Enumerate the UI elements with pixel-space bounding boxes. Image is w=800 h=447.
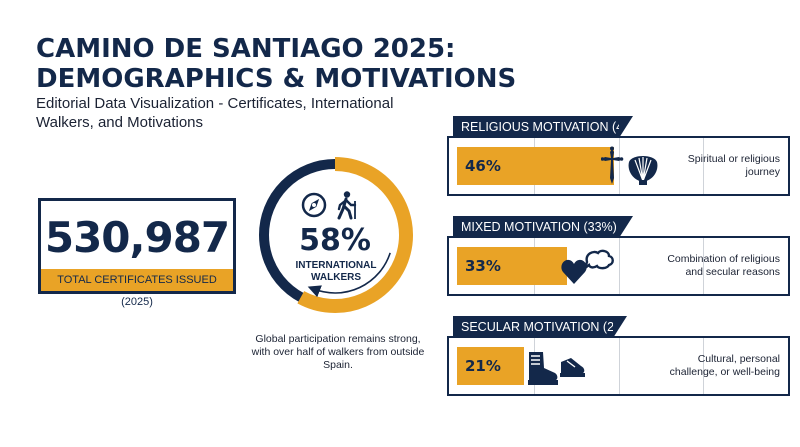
bar-religious	[457, 147, 614, 185]
donut-value-arc	[297, 157, 413, 313]
bar-mixed	[457, 247, 567, 285]
bar-description: Cultural, personal challenge, or well-be…	[669, 353, 780, 378]
gridline	[618, 238, 620, 294]
title-line-1: CAMINO DE SANTIAGO 2025:	[36, 34, 456, 64]
gridline	[618, 338, 620, 394]
bar-value-label: 33%	[465, 257, 501, 275]
donut-chart	[259, 157, 413, 313]
page-title: CAMINO DE SANTIAGO 2025: DEMOGRAPHICS & …	[36, 34, 516, 94]
cross-and-shell-icon	[601, 146, 658, 185]
gridline	[618, 138, 620, 194]
walker-icon	[337, 191, 357, 220]
international-label: INTERNATIONAL WALKERS	[295, 260, 377, 283]
hiking-boots-icon	[528, 352, 585, 385]
bar-category-label: SECULAR MOTIVATION (21%)	[453, 316, 636, 338]
total-certificates-label: TOTAL CERTIFICATES ISSUED (2025)	[41, 269, 233, 308]
panel-secular: SECULAR MOTIVATION (21%) 21% Cultural, p…	[447, 316, 790, 398]
title-line-2: DEMOGRAPHICS & MOTIVATIONS	[36, 64, 517, 94]
total-certificates-value: 530,987	[44, 213, 230, 262]
panel-body: 46% Spiritual or religious journey	[447, 136, 790, 196]
total-certificates-box: 530,987 TOTAL CERTIFICATES ISSUED (2025)	[38, 198, 236, 308]
panel-religious: RELIGIOUS MOTIVATION (46%) 46% Spiritual…	[447, 116, 790, 198]
gridline	[703, 238, 705, 294]
bar-category-label: RELIGIOUS MOTIVATION (46%)	[453, 116, 645, 138]
donut-inner-arrow	[307, 252, 391, 298]
bar-category-label: MIXED MOTIVATION (33%)	[453, 216, 633, 238]
compass-icon	[301, 192, 327, 218]
international-caption: Global participation remains strong, wit…	[251, 333, 425, 371]
international-walkers-donut: 58% INTERNATIONAL WALKERS	[250, 155, 420, 315]
panel-body: 33% Combination of religious and secular…	[447, 236, 790, 296]
gridline	[703, 138, 705, 194]
page-subtitle: Editorial Data Visualization - Certifica…	[36, 95, 394, 131]
bar-description: Combination of religious and secular rea…	[667, 253, 780, 278]
bar-description: Spiritual or religious journey	[687, 153, 780, 178]
panel-body: 21% Cultural, personal challenge, or wel…	[447, 336, 790, 396]
bar-value-label: 21%	[465, 357, 501, 375]
bar-value-label: 46%	[465, 157, 501, 175]
gridline	[703, 338, 705, 394]
heart-and-speech-icon	[561, 249, 614, 284]
international-percent: 58%	[299, 223, 371, 258]
panel-mixed: MIXED MOTIVATION (33%) 33% Combination o…	[447, 216, 790, 298]
bar-secular	[457, 347, 524, 385]
